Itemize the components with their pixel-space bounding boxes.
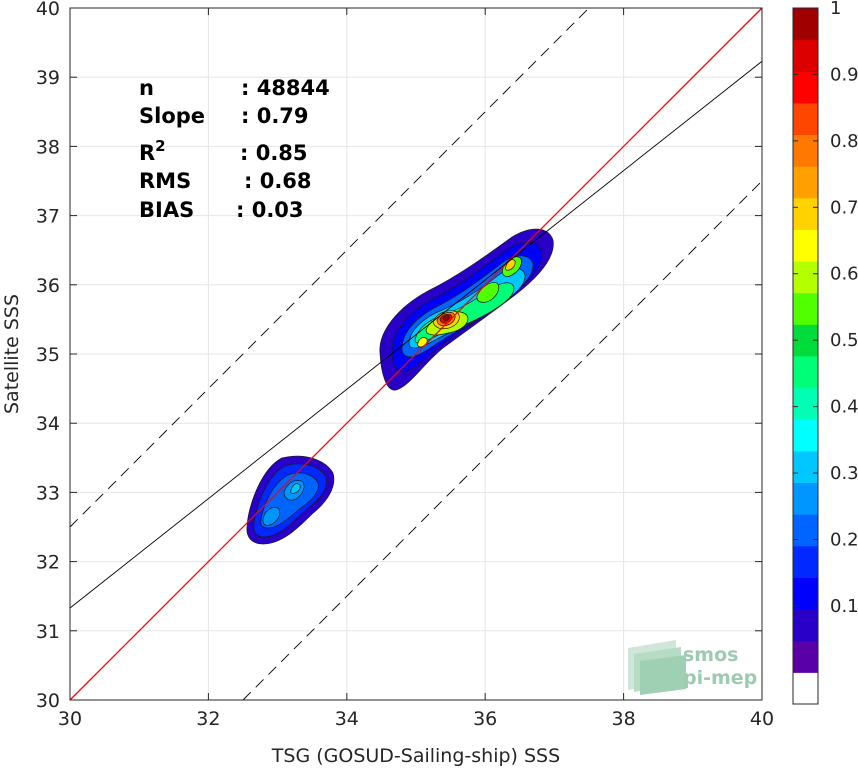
colorbar-segment [793, 197, 818, 230]
y-axis-label: Satellite SSS [1, 294, 23, 414]
colorbar-segment [793, 102, 818, 136]
y-tick-label: 40 [36, 0, 60, 20]
y-tick-label: 30 [36, 690, 60, 712]
colorbar-tick-label: 0.1 [830, 596, 858, 617]
colorbar-tick-label: 0.4 [830, 397, 858, 418]
stat-label: Slope [139, 104, 205, 128]
y-tick-label: 33 [36, 482, 60, 504]
stat-label: RMS [139, 169, 191, 193]
smos-pi-mep-logo: smos pi-mep [628, 640, 757, 695]
grid-lines [70, 8, 762, 700]
stat-superscript: 2 [155, 137, 165, 155]
colorbar-segment [793, 419, 818, 452]
colorbar-segment [793, 387, 818, 420]
y-tick-label: 37 [36, 206, 60, 228]
y-tick-label: 39 [36, 67, 60, 89]
stat-value: : 48844 [241, 76, 330, 100]
colorbar-tick-label: 0.3 [830, 463, 858, 484]
contour-low-level5 [290, 483, 301, 494]
colorbar-segment [793, 482, 818, 515]
y-tick-label: 38 [36, 136, 60, 158]
density-contours [246, 228, 554, 545]
colorbar-segment [793, 545, 818, 578]
colorbar-tick-label: 0.8 [830, 131, 858, 152]
colorbar-segment [793, 8, 818, 41]
reference-line-lower-bound [242, 180, 763, 701]
colorbar-segment [793, 609, 818, 642]
colorbar-segment [793, 292, 818, 325]
colorbar-segment [793, 71, 818, 104]
y-tick-label: 34 [36, 413, 60, 435]
colorbar-frame [792, 7, 819, 705]
stat-label: R2 [139, 137, 166, 165]
reference-lines [69, 7, 763, 701]
contour-low-level4b [262, 507, 281, 526]
colorbar-tick-label: 0.9 [830, 64, 858, 85]
colorbar-tick-label: 0.7 [830, 197, 858, 218]
colorbar: 1 0.9 0.8 0.7 0.6 0.5 0.4 0.3 0.2 0.1 [792, 0, 858, 705]
stat-value: : 0.03 [236, 198, 304, 222]
x-tick-label: 38 [612, 708, 636, 730]
logo-line1: smos [683, 644, 738, 666]
contour-high-level6b [476, 282, 500, 303]
x-axis-label: TSG (GOSUD-Sailing-ship) SSS [271, 745, 560, 767]
x-tick-label: 34 [335, 708, 359, 730]
x-tick-label: 40 [750, 708, 774, 730]
colorbar-tick-label: 0.5 [830, 330, 858, 351]
colorbar-segment [793, 166, 818, 199]
y-tick-label: 36 [36, 275, 60, 297]
colorbar-segment [793, 672, 818, 705]
stat-value: : 0.85 [240, 141, 308, 165]
colorbar-segment [793, 577, 818, 610]
colorbar-tick-label: 0.6 [830, 264, 858, 285]
reference-line-upper-bound [69, 7, 590, 528]
colorbar-tick-label: 1 [830, 0, 841, 19]
colorbar-segment [793, 640, 818, 673]
colorbar-segment [793, 356, 818, 389]
colorbar-segment [793, 450, 818, 484]
x-tick-label: 30 [58, 708, 82, 730]
colorbar-segment [793, 39, 818, 72]
stat-value: : 0.79 [241, 104, 309, 128]
x-tick-label: 36 [473, 708, 497, 730]
colorbar-segment [793, 261, 818, 294]
colorbar-segment [793, 134, 818, 167]
statistics-box: n : 48844 Slope : 0.79 R2 : 0.85 RMS : 0.68 BIAS… [139, 76, 330, 222]
stat-value: : 0.68 [244, 169, 312, 193]
y-tick-label: 31 [36, 621, 60, 643]
axis-ticks: 30 32 34 36 38 40 30 31 32 33 34 35 36 37 38 39 40 [36, 0, 774, 730]
colorbar-segment [793, 514, 818, 547]
reference-line-identity [69, 7, 763, 701]
colorbar-tick-label: 0.2 [830, 529, 858, 550]
stat-label: BIAS [139, 198, 194, 222]
y-tick-label: 35 [36, 344, 60, 366]
logo-waves-icon [628, 640, 686, 695]
colorbar-segment [793, 229, 818, 262]
stat-label: n [139, 76, 154, 100]
contour-high-level10 [442, 315, 450, 321]
logo-line2: pi-mep [683, 667, 757, 689]
y-tick-label: 32 [36, 552, 60, 574]
x-tick-label: 32 [196, 708, 220, 730]
reference-line-regression [69, 60, 763, 609]
